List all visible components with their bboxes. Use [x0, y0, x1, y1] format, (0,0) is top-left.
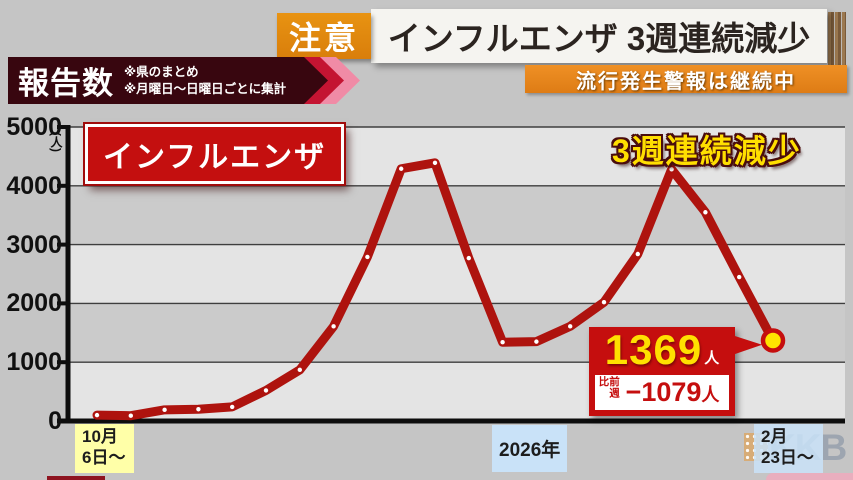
- x-label-start-month: 10月: [82, 427, 118, 446]
- y-tick-label: 3000: [6, 230, 62, 259]
- alert-banner: 流行発生警報は継続中: [525, 65, 847, 93]
- headline: インフルエンザ 3週連続減少: [371, 9, 827, 63]
- x-label-year: 2026年: [492, 425, 568, 472]
- y-axis-unit-label: (人): [49, 132, 63, 152]
- y-tick-label: 1000: [6, 348, 62, 377]
- x-label-start-day: 6日〜: [82, 448, 126, 468]
- week-on-week-unit: 人: [701, 385, 720, 405]
- week-on-week-box: 前週比 −1079人: [595, 375, 729, 410]
- report-count-banner: 報告数 ※県のまとめ ※月曜日〜日曜日ごとに集計: [8, 57, 360, 104]
- y-tick-label: 2000: [6, 289, 62, 318]
- report-banner-note-1: ※県のまとめ: [124, 64, 199, 79]
- latest-value: 1369: [604, 326, 703, 373]
- decorative-strip-right: [766, 473, 853, 480]
- gridlines: [68, 126, 845, 363]
- latest-point-marker: [760, 328, 786, 353]
- y-axis-tick-labels: 0 1000 2000 3000 4000 5000: [0, 0, 62, 480]
- y-tick-label: 0: [48, 407, 62, 435]
- y-tick-label: 5000: [6, 113, 62, 141]
- x-label-start: 10月 6日〜: [75, 424, 135, 473]
- decorative-strip-left: [47, 476, 105, 480]
- latest-value-unit: 人: [704, 350, 720, 367]
- y-tick-label: 4000: [6, 171, 62, 200]
- report-banner-title: 報告数: [18, 66, 114, 101]
- x-label-end-month: 2月: [761, 427, 788, 446]
- report-banner-note-2: ※月曜日〜日曜日ごとに集計: [124, 81, 287, 96]
- latest-value-callout: 1369 人 前週比 −1079人: [589, 326, 763, 416]
- week-on-week-value: −1079人: [625, 377, 720, 407]
- influenza-line-series: [92, 158, 786, 421]
- axes: [57, 125, 845, 424]
- banner-arrow-icon: [8, 57, 360, 104]
- x-label-end-day: 23日〜: [761, 448, 814, 468]
- caution-badge: 注意: [277, 13, 371, 59]
- x-label-end: 2月 23日〜: [754, 424, 823, 473]
- callout-pointer-icon: [731, 335, 763, 357]
- week-on-week-label: 前週比: [597, 376, 621, 399]
- trend-note: 3週連続減少: [612, 133, 802, 169]
- series-label: インフルエンザ: [85, 124, 345, 184]
- background-wood-panel: [828, 12, 846, 65]
